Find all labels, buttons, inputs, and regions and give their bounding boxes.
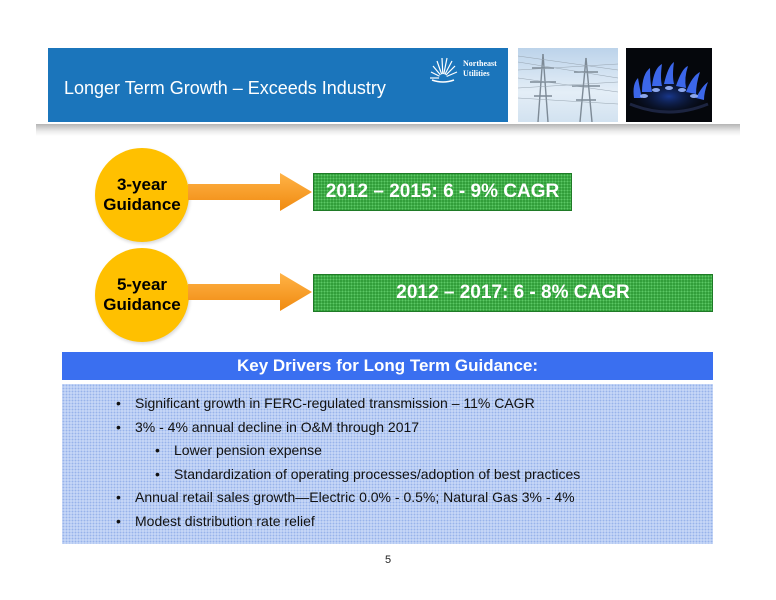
three-year-guidance-text: 2012 – 2015: 6 - 9% CAGR bbox=[325, 181, 560, 202]
page-number: 5 bbox=[384, 554, 392, 566]
northeast-utilities-logo: Northeast Utilities bbox=[426, 54, 504, 84]
driver-item: 3% - 4% annual decline in O&M through 20… bbox=[62, 416, 713, 440]
five-year-circle-line-1: 5-year bbox=[116, 275, 168, 294]
three-year-guidance-circle: 3-year Guidance bbox=[95, 148, 189, 242]
gas-flame-photo bbox=[626, 48, 712, 122]
sunburst-logo-icon bbox=[430, 57, 458, 83]
key-drivers-title: Key Drivers for Long Term Guidance: bbox=[236, 356, 539, 375]
three-year-circle-line-1: 3-year bbox=[116, 175, 168, 194]
five-year-guidance-text: 2012 – 2017: 6 - 8% CAGR bbox=[396, 282, 630, 303]
logo-text: Northeast Utilities bbox=[463, 59, 497, 79]
five-year-guidance-circle: 5-year Guidance bbox=[95, 248, 189, 342]
key-drivers-header: Key Drivers for Long Term Guidance: bbox=[62, 352, 713, 380]
driver-sub-item: Standardization of operating processes/a… bbox=[62, 463, 713, 487]
five-year-circle-line-2: Guidance bbox=[103, 295, 181, 314]
power-lines-photo bbox=[518, 48, 618, 122]
slide-title: Longer Term Growth – Exceeds Industry bbox=[64, 78, 386, 98]
three-year-arrow bbox=[188, 173, 312, 211]
header-divider-shadow bbox=[36, 124, 740, 136]
key-drivers-panel: Significant growth in FERC-regulated tra… bbox=[62, 384, 713, 544]
five-year-arrow bbox=[188, 273, 312, 311]
three-year-circle-line-2: Guidance bbox=[103, 195, 181, 214]
header-band: Longer Term Growth – Exceeds Industry No… bbox=[48, 48, 508, 122]
gas-flame-illustration bbox=[626, 48, 712, 122]
logo-line-1: Northeast bbox=[463, 59, 497, 68]
three-year-guidance-value: 2012 – 2015: 6 - 9% CAGR bbox=[313, 173, 572, 211]
driver-item: Modest distribution rate relief bbox=[62, 510, 713, 534]
driver-item: Significant growth in FERC-regulated tra… bbox=[62, 392, 713, 416]
five-year-guidance-value: 2012 – 2017: 6 - 8% CAGR bbox=[313, 274, 713, 312]
logo-line-2: Utilities bbox=[463, 69, 490, 78]
driver-item: Annual retail sales growth—Electric 0.0%… bbox=[62, 486, 713, 510]
key-drivers-list: Significant growth in FERC-regulated tra… bbox=[62, 392, 713, 533]
power-lines-illustration bbox=[518, 53, 618, 122]
driver-sub-item: Lower pension expense bbox=[62, 439, 713, 463]
